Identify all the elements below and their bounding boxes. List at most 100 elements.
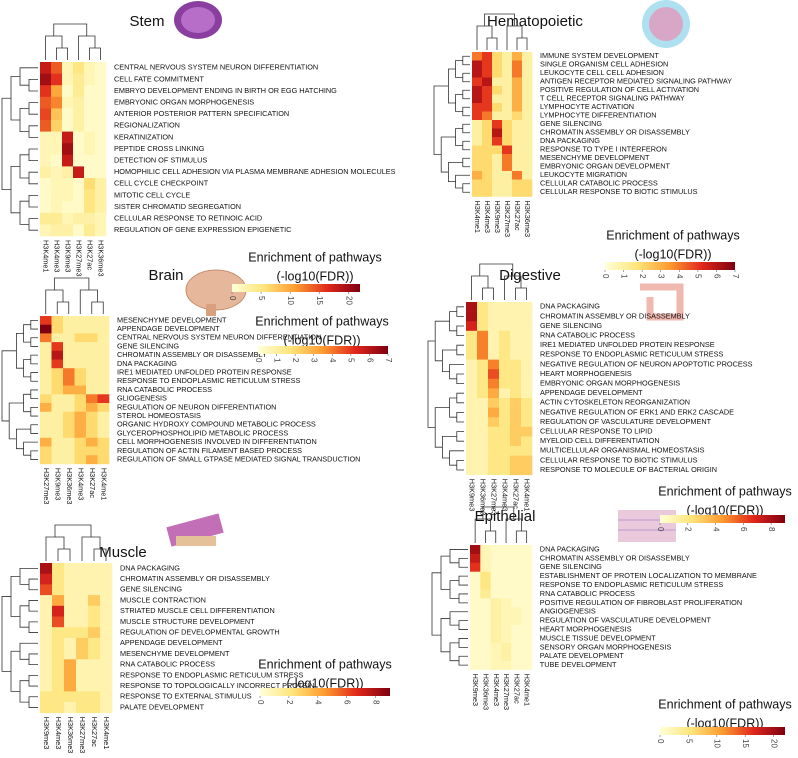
row-label: SENSORY ORGAN MORPHOGENESIS bbox=[540, 642, 672, 651]
heatmap-cell bbox=[97, 316, 110, 325]
heatmap-cell bbox=[512, 52, 523, 61]
heatmap-cell bbox=[74, 385, 87, 395]
heatmap-cell bbox=[76, 680, 89, 692]
row-label: CHROMATIN ASSEMBLY OR DISASSEMBLY bbox=[540, 553, 690, 562]
heatmap-cell bbox=[84, 96, 96, 109]
heatmap-cell bbox=[502, 162, 513, 172]
heatmap-cell bbox=[492, 52, 503, 61]
heatmap-cell bbox=[100, 648, 113, 660]
row-dendrogram bbox=[19, 200, 29, 225]
heatmap-cell bbox=[40, 324, 52, 334]
heatmap-cell bbox=[500, 651, 512, 661]
heatmap-cell bbox=[510, 417, 522, 428]
row-dendrogram bbox=[10, 650, 20, 692]
heatmap-cell bbox=[95, 96, 107, 109]
heatmap-cell bbox=[51, 333, 64, 343]
row-label: HEART MORPHOGENESIS bbox=[540, 624, 632, 633]
row-label: GENE SILENCING bbox=[540, 321, 602, 330]
heatmap-cell bbox=[40, 702, 53, 714]
heatmap-cell bbox=[522, 94, 533, 104]
heatmap-cell bbox=[52, 605, 65, 617]
column-dendrogram bbox=[79, 289, 98, 314]
heatmap-cell bbox=[76, 659, 89, 671]
heatmap-cell bbox=[40, 178, 52, 190]
heatmap-cell bbox=[480, 642, 491, 653]
heatmap-cell bbox=[51, 403, 64, 412]
heatmap-cell bbox=[86, 446, 98, 456]
row-dendrogram bbox=[19, 67, 38, 86]
row-dendrogram bbox=[19, 154, 29, 179]
heatmap-cell bbox=[40, 154, 52, 167]
heatmap-cell bbox=[86, 376, 98, 386]
heatmap-cell bbox=[40, 627, 53, 639]
heatmap-cell bbox=[40, 584, 53, 596]
heatmap-cell bbox=[482, 94, 493, 104]
column-label: H3K36me3 bbox=[66, 717, 75, 754]
heatmap-cell bbox=[97, 385, 110, 395]
heatmap-cell bbox=[502, 171, 513, 180]
heatmap-cell bbox=[472, 128, 483, 138]
heatmap-cell bbox=[492, 179, 503, 189]
heatmap-cell bbox=[502, 52, 513, 61]
row-label: MESENCHYME DEVELOPMENT bbox=[120, 649, 230, 658]
heatmap-cell bbox=[51, 446, 64, 456]
row-label: CELLULAR RESPONSE TO BIOTIC STIMULUS bbox=[540, 455, 698, 464]
heatmap-cell bbox=[466, 378, 478, 389]
heatmap-cell bbox=[40, 446, 52, 456]
heatmap-cell bbox=[74, 350, 87, 360]
row-label: RESPONSE TO ENDOPLASMIC RETICULUM STRESS bbox=[117, 376, 301, 385]
row-dendrogram bbox=[462, 157, 470, 168]
row-dendrogram bbox=[462, 183, 470, 193]
heatmap-cell bbox=[51, 342, 64, 352]
heatmap-cell bbox=[97, 324, 110, 334]
colorbar-tick-label: 10 bbox=[286, 296, 295, 305]
row-label: RESPONSE TO EXTERNAL STIMULUS bbox=[120, 692, 252, 701]
heatmap-cell bbox=[490, 651, 502, 661]
heatmap-cell bbox=[88, 670, 101, 681]
legend-title: Enrichment of pathways bbox=[658, 484, 791, 498]
heatmap-cell bbox=[502, 137, 513, 146]
heatmap-cell bbox=[40, 616, 53, 628]
row-label: MYELOID CELL DIFFERENTIATION bbox=[540, 436, 660, 445]
row-label: CENTRAL NERVOUS SYSTEM NEURON DIFFERENTI… bbox=[114, 63, 318, 72]
heatmap-cell bbox=[86, 403, 98, 412]
heatmap-cell bbox=[477, 359, 489, 370]
row-dendrogram bbox=[448, 162, 463, 183]
row-label: DETECTION OF STIMULUS bbox=[114, 156, 207, 165]
heatmap-cell bbox=[480, 545, 491, 555]
column-label: H3K27me3 bbox=[502, 674, 511, 711]
heatmap-cell bbox=[73, 62, 85, 74]
row-label: IMMUNE SYSTEM DEVELOPMENT bbox=[540, 51, 659, 60]
row-label: RNA CATABOLIC PROCESS bbox=[540, 589, 635, 598]
row-dendrogram bbox=[456, 412, 464, 423]
heatmap-cell bbox=[470, 634, 481, 644]
heatmap-cell bbox=[480, 553, 491, 564]
heatmap-cell bbox=[51, 62, 63, 74]
panel-title: Muscle bbox=[99, 544, 147, 561]
heatmap-cell bbox=[40, 437, 52, 447]
row-dendrogram bbox=[440, 618, 450, 653]
heatmap-cell bbox=[521, 359, 533, 370]
heatmap-cell bbox=[510, 378, 522, 389]
colorbar-tick-label: 15 bbox=[741, 739, 750, 748]
heatmap-cell bbox=[477, 398, 489, 408]
heatmap-cell bbox=[492, 86, 503, 95]
colorbar-tick-label: 1 bbox=[619, 274, 628, 279]
heatmap-cell bbox=[51, 178, 63, 190]
heatmap-cell bbox=[51, 212, 63, 225]
heatmap-cell bbox=[466, 388, 478, 399]
heatmap-cell bbox=[522, 77, 533, 87]
row-dendrogram bbox=[28, 171, 38, 185]
heatmap-cell bbox=[482, 128, 493, 138]
heatmap-cell bbox=[502, 77, 513, 87]
heatmap-cell bbox=[86, 385, 98, 395]
colorbar-tick-label: 3 bbox=[310, 358, 319, 363]
row-dendrogram bbox=[440, 555, 450, 590]
column-label: H3K36me3 bbox=[65, 468, 74, 505]
heatmap-cell bbox=[510, 426, 522, 437]
heatmap-cell bbox=[76, 584, 89, 596]
heatmap-cell bbox=[521, 598, 533, 608]
row-dendrogram bbox=[462, 123, 470, 134]
column-label: H3K27me3 bbox=[75, 240, 84, 277]
heatmap-cell bbox=[73, 189, 85, 202]
